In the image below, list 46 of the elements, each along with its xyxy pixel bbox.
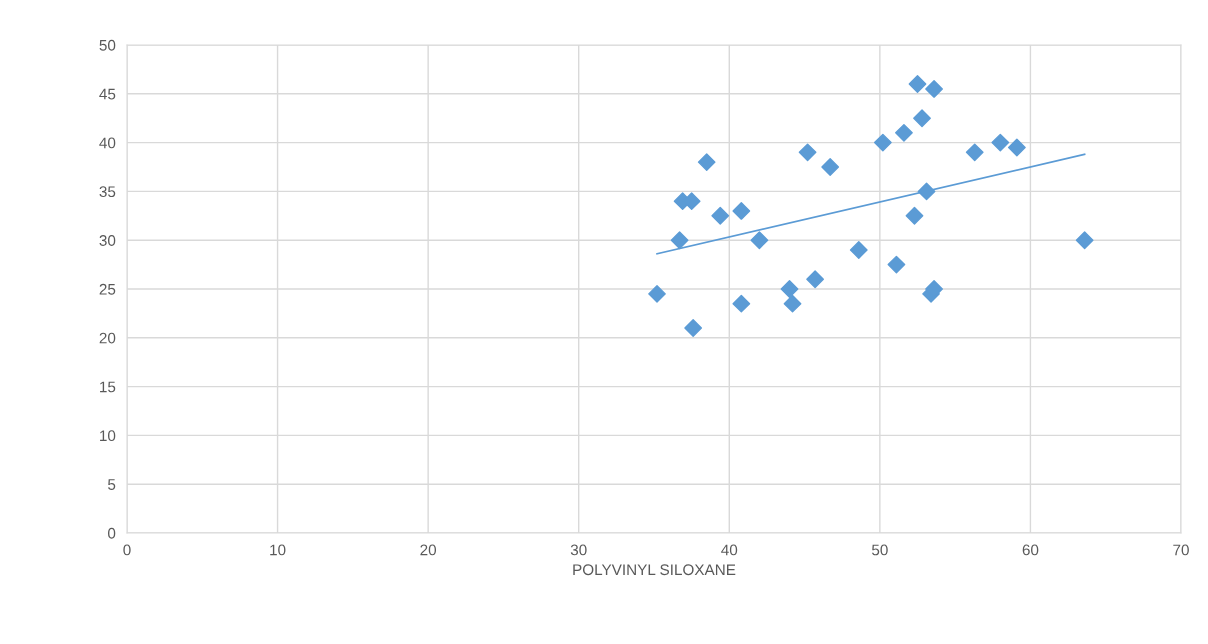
point [821, 158, 840, 176]
y-tick-label: 50 [99, 39, 116, 51]
y-tick-label: 40 [99, 137, 116, 149]
point [648, 284, 666, 303]
x-tick-label: 10 [270, 544, 286, 556]
point [895, 123, 913, 142]
point [991, 133, 1010, 152]
point [905, 206, 924, 225]
x-tick-label: 20 [420, 544, 437, 556]
y-tick-label: 20 [99, 332, 116, 344]
y-tick-label: 35 [99, 186, 116, 198]
y-tick-label: 45 [99, 88, 116, 100]
point [798, 143, 817, 162]
point [913, 109, 931, 128]
x-tick-label: 70 [1173, 544, 1189, 556]
point [711, 206, 730, 225]
point [684, 319, 703, 337]
point [1075, 231, 1094, 250]
y-tick-label: 30 [99, 235, 116, 246]
point [697, 153, 716, 172]
y-tick-label: 15 [100, 381, 116, 393]
point [925, 80, 943, 98]
x-tick-label: 40 [721, 544, 738, 556]
y-tick-label: 0 [107, 527, 116, 539]
x-tick-label: 30 [570, 544, 587, 556]
y-tick-label: 5 [108, 479, 116, 490]
point [917, 182, 936, 201]
point [780, 280, 799, 298]
point [887, 255, 906, 274]
x-tick-label: 0 [123, 544, 131, 556]
x-axis-title: POLYVINYL SILOXANE [573, 564, 736, 576]
point [849, 241, 868, 259]
point [908, 75, 927, 93]
point [670, 231, 689, 250]
point [732, 294, 751, 313]
x-tick-label: 50 [871, 544, 888, 556]
y-tick-label: 25 [99, 283, 116, 295]
y-tick-label: 10 [100, 430, 116, 442]
point [806, 270, 825, 289]
point [965, 143, 984, 162]
point [873, 133, 892, 152]
x-tick-label: 60 [1022, 544, 1039, 556]
point [750, 231, 769, 250]
point [1007, 138, 1026, 157]
point [783, 294, 802, 313]
point [732, 202, 751, 220]
